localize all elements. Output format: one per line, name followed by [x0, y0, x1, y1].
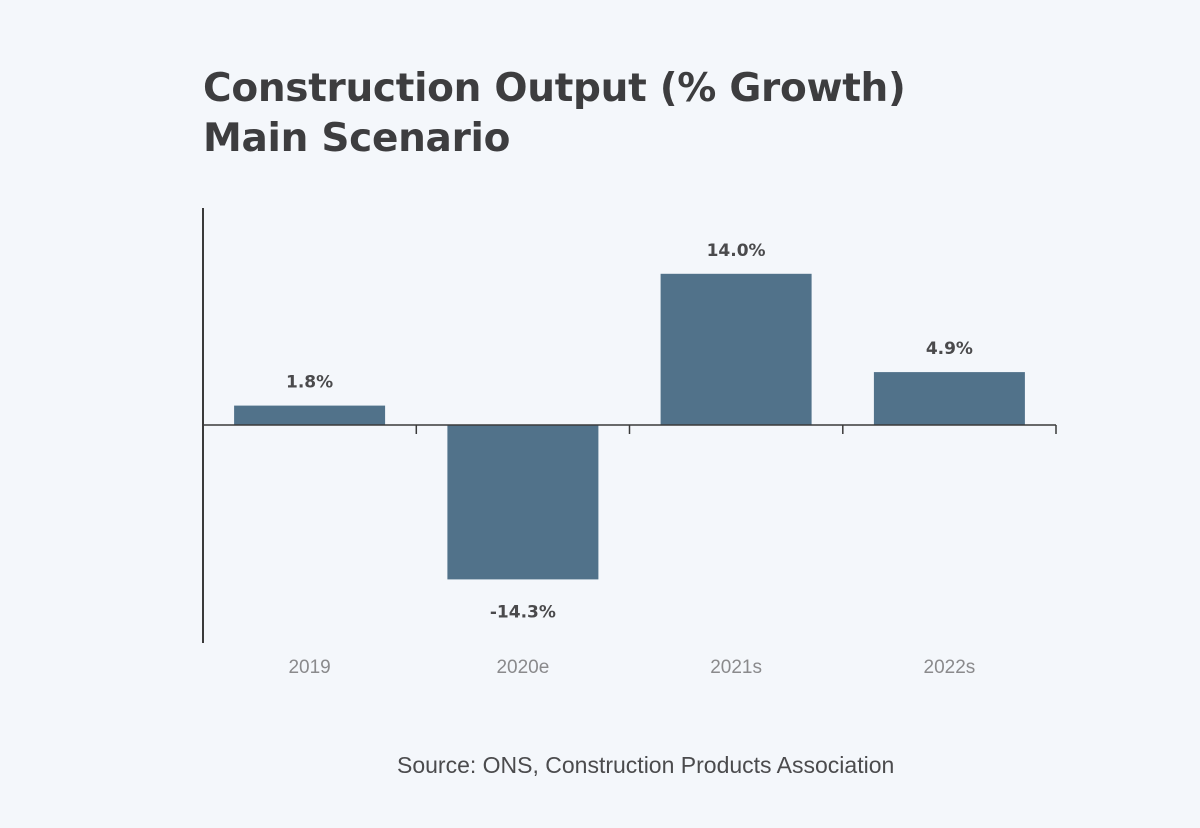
- bar-2019: [234, 405, 386, 425]
- chart-title-line-1: Construction Output (% Growth): [203, 66, 906, 111]
- data-label-2019: 1.8%: [286, 373, 333, 393]
- bar-2021s: [660, 273, 812, 425]
- data-label-2020e: -14.3%: [490, 602, 556, 622]
- source-note: Source: ONS, Construction Products Assoc…: [397, 752, 895, 778]
- chart-title: Construction Output (% Growth) Main Scen…: [203, 64, 906, 164]
- bar-2020e: [447, 425, 599, 580]
- x-tick-label-2019: 2019: [288, 657, 330, 678]
- bar-2022s: [873, 372, 1025, 425]
- x-tick-label-2020e: 2020e: [496, 657, 549, 678]
- x-tick-label-2021s: 2021s: [710, 657, 762, 678]
- data-label-2022s: 4.9%: [926, 339, 973, 359]
- x-tick-label-2022s: 2022s: [924, 657, 976, 678]
- data-label-2021s: 14.0%: [707, 241, 766, 261]
- chart-title-line-2: Main Scenario: [203, 116, 511, 161]
